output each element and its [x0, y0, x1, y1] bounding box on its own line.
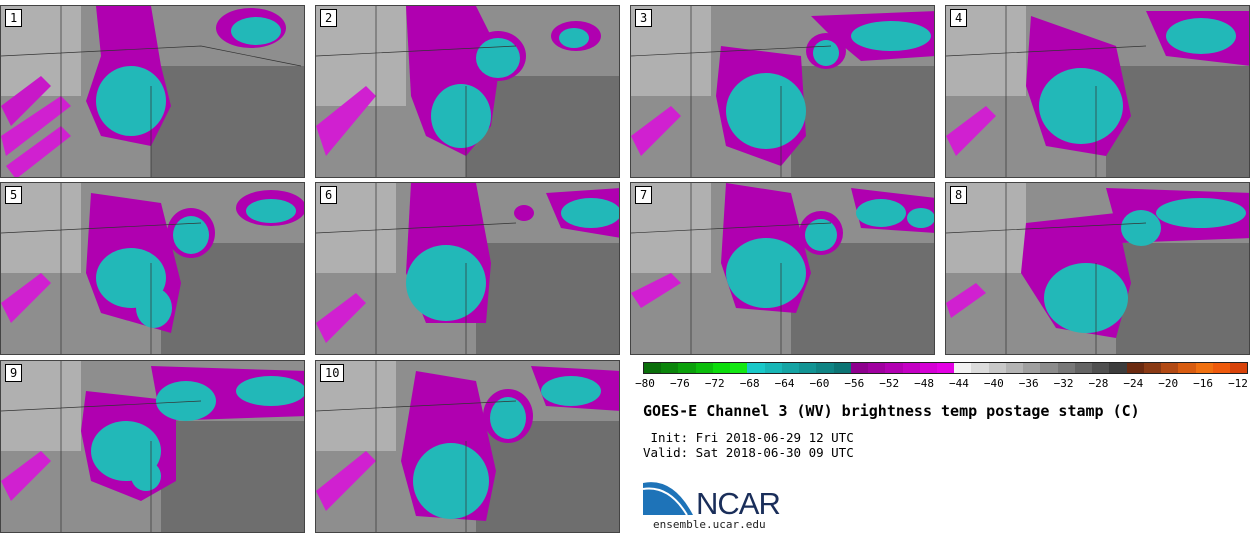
colorbar-swatch	[644, 363, 662, 373]
colorbar-swatch	[1040, 363, 1058, 373]
colorbar-swatch	[971, 363, 989, 373]
colorbar-swatch	[868, 363, 886, 373]
water-vapor-map	[946, 6, 1249, 177]
colorbar-swatch	[1212, 363, 1230, 373]
site-url: ensemble.ucar.edu	[653, 518, 766, 531]
water-vapor-map	[316, 361, 619, 532]
water-vapor-map	[1, 183, 304, 354]
ncar-logo-text: NCAR	[696, 486, 781, 521]
colorbar-tick-label: −12	[1228, 377, 1248, 390]
colorbar-tick-label: −56	[844, 377, 865, 390]
colorbar-swatch	[764, 363, 782, 373]
member-panel-9: 9	[0, 360, 305, 533]
temperature-colorbar	[643, 362, 1248, 374]
colorbar-swatch	[902, 363, 920, 373]
colorbar-swatch	[988, 363, 1006, 373]
colorbar-tick-label: −32	[1053, 377, 1074, 390]
colorbar-swatch	[1074, 363, 1093, 373]
member-panel-4: 4	[945, 5, 1250, 178]
water-vapor-map	[631, 6, 934, 177]
colorbar-swatch	[1229, 363, 1248, 373]
colorbar-swatch	[1057, 363, 1075, 373]
colorbar-tick-label: −24	[1123, 377, 1144, 390]
water-vapor-map	[631, 183, 934, 354]
colorbar-swatch	[695, 363, 713, 373]
colorbar-tick-label: −20	[1158, 377, 1179, 390]
colorbar-tick-label: −64	[774, 377, 795, 390]
colorbar-swatch	[919, 363, 937, 373]
colorbar-swatch	[936, 363, 955, 373]
colorbar-tick-label: −16	[1193, 377, 1214, 390]
colorbar-tick-label: −36	[1018, 377, 1039, 390]
colorbar-ticks: −80 −76 −72 −68 −64 −60 −56 −52 −48 −44 −40 −36 −32 −…	[635, 377, 1248, 391]
water-vapor-map	[316, 183, 619, 354]
colorbar-tick-label: −44	[949, 377, 969, 390]
colorbar-tick-label: −28	[1088, 377, 1109, 390]
member-number: 4	[950, 9, 968, 27]
colorbar-tick-label: −48	[914, 377, 934, 390]
colorbar-tick-label: −52	[879, 377, 900, 390]
member-panel-7: 7	[630, 182, 935, 355]
colorbar-swatch	[816, 363, 834, 373]
colorbar-tick-label: −68	[739, 377, 760, 390]
member-panel-8: 8	[945, 182, 1250, 355]
water-vapor-map	[1, 361, 304, 532]
colorbar-tick-label: −80	[635, 377, 655, 390]
member-number: 1	[5, 9, 23, 27]
member-number: 7	[635, 186, 653, 204]
member-number: 9	[5, 364, 23, 382]
colorbar-swatch	[799, 363, 817, 373]
colorbar-tick-label: −60	[809, 377, 830, 390]
member-number: 8	[950, 186, 968, 204]
colorbar-swatch	[1161, 363, 1179, 373]
colorbar-swatch	[712, 363, 731, 373]
colorbar-swatch	[678, 363, 696, 373]
product-title: GOES-E Channel 3 (WV) brightness temp po…	[643, 402, 1140, 420]
member-number: 2	[320, 9, 338, 27]
colorbar-swatch	[661, 363, 679, 373]
water-vapor-map	[316, 6, 619, 177]
ncar-logo	[643, 482, 693, 516]
colorbar-swatch	[730, 363, 748, 373]
colorbar-swatch	[747, 363, 765, 373]
member-panel-2: 2	[315, 5, 620, 178]
valid-time: Valid: Sat 2018-06-30 09 UTC	[643, 445, 854, 460]
member-panel-6: 6	[315, 182, 620, 355]
colorbar-tick-label: −40	[983, 377, 1004, 390]
colorbar-swatch	[885, 363, 903, 373]
member-panel-1: 1	[0, 5, 305, 178]
colorbar-swatch	[954, 363, 972, 373]
colorbar-swatch	[1023, 363, 1041, 373]
init-time: Init: Fri 2018-06-29 12 UTC	[643, 430, 854, 445]
colorbar-swatch	[1143, 363, 1162, 373]
member-panel-5: 5	[0, 182, 305, 355]
colorbar-swatch	[1178, 363, 1196, 373]
member-number: 5	[5, 186, 23, 204]
colorbar-swatch	[1092, 363, 1110, 373]
member-number: 10	[320, 364, 345, 382]
member-number: 3	[635, 9, 653, 27]
colorbar-swatch	[1126, 363, 1144, 373]
water-vapor-map	[946, 183, 1249, 354]
colorbar-swatch	[781, 363, 800, 373]
colorbar-swatch	[1005, 363, 1024, 373]
colorbar-tick-label: −72	[704, 377, 725, 390]
colorbar-swatch	[850, 363, 869, 373]
colorbar-swatch	[833, 363, 851, 373]
colorbar-swatch	[1195, 363, 1213, 373]
member-panel-10: 10	[315, 360, 620, 533]
member-panel-3: 3	[630, 5, 935, 178]
member-number: 6	[320, 186, 338, 204]
colorbar-tick-label: −76	[669, 377, 690, 390]
colorbar-swatch	[1109, 363, 1127, 373]
water-vapor-map	[1, 6, 304, 177]
